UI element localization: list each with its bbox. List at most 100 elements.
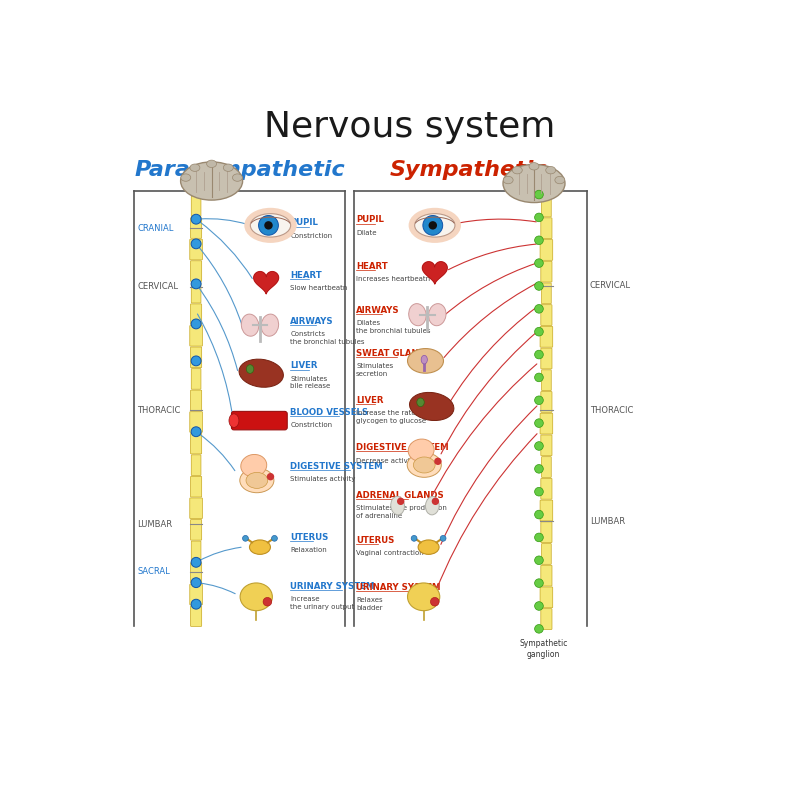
FancyBboxPatch shape	[190, 412, 202, 432]
FancyBboxPatch shape	[540, 326, 553, 347]
Ellipse shape	[417, 398, 424, 406]
FancyBboxPatch shape	[191, 369, 201, 390]
Text: Increase the rate of
glycogen to glucose: Increase the rate of glycogen to glucose	[356, 410, 426, 424]
Circle shape	[264, 221, 273, 230]
Circle shape	[534, 579, 543, 587]
FancyBboxPatch shape	[541, 348, 552, 369]
FancyBboxPatch shape	[190, 434, 202, 454]
FancyBboxPatch shape	[190, 326, 202, 346]
FancyBboxPatch shape	[190, 519, 202, 540]
Circle shape	[534, 213, 543, 222]
FancyBboxPatch shape	[541, 609, 552, 630]
Text: Sympathetic: Sympathetic	[390, 160, 548, 180]
Circle shape	[534, 442, 543, 450]
Circle shape	[534, 533, 543, 542]
Ellipse shape	[503, 164, 565, 202]
Text: THORACIC: THORACIC	[138, 406, 181, 414]
Text: UTERUS: UTERUS	[290, 533, 329, 542]
FancyBboxPatch shape	[541, 435, 552, 456]
FancyBboxPatch shape	[190, 498, 202, 518]
Text: Stimulates
bile release: Stimulates bile release	[290, 376, 330, 389]
Circle shape	[191, 578, 201, 587]
Circle shape	[242, 535, 248, 542]
Ellipse shape	[250, 540, 270, 554]
Circle shape	[534, 510, 543, 519]
Ellipse shape	[223, 164, 234, 171]
Text: DIGESTIVE SYSTEM: DIGESTIVE SYSTEM	[290, 462, 383, 470]
Text: PUPIL: PUPIL	[290, 218, 318, 227]
Ellipse shape	[429, 304, 446, 326]
Ellipse shape	[407, 349, 443, 373]
Text: Relaxes
bladder: Relaxes bladder	[356, 598, 382, 611]
FancyBboxPatch shape	[541, 262, 552, 282]
Circle shape	[434, 458, 442, 465]
Polygon shape	[254, 272, 278, 294]
FancyBboxPatch shape	[190, 261, 202, 282]
Text: Dilates
the bronchial tubules: Dilates the bronchial tubules	[356, 320, 430, 334]
Text: LUMBAR: LUMBAR	[590, 517, 625, 526]
Polygon shape	[422, 262, 447, 284]
Ellipse shape	[407, 583, 440, 610]
FancyBboxPatch shape	[541, 218, 552, 238]
Text: DIGESTIVE SYSTEM: DIGESTIVE SYSTEM	[356, 443, 449, 452]
Ellipse shape	[239, 359, 283, 387]
FancyBboxPatch shape	[191, 196, 201, 217]
Text: AIRWAYS: AIRWAYS	[290, 317, 334, 326]
Ellipse shape	[190, 164, 200, 171]
Ellipse shape	[414, 457, 435, 473]
Circle shape	[534, 282, 543, 290]
FancyBboxPatch shape	[541, 478, 552, 499]
Text: LUMBAR: LUMBAR	[138, 520, 172, 529]
Text: HEART: HEART	[290, 270, 322, 280]
Circle shape	[258, 215, 278, 235]
FancyBboxPatch shape	[190, 304, 202, 325]
Ellipse shape	[229, 414, 239, 427]
Text: UTERUS: UTERUS	[356, 536, 394, 545]
Circle shape	[534, 327, 543, 336]
FancyBboxPatch shape	[190, 476, 202, 497]
Ellipse shape	[240, 583, 272, 610]
FancyBboxPatch shape	[541, 391, 552, 412]
FancyBboxPatch shape	[541, 305, 552, 326]
Circle shape	[432, 498, 439, 505]
Ellipse shape	[181, 162, 242, 200]
Ellipse shape	[407, 453, 442, 478]
Ellipse shape	[408, 439, 434, 462]
FancyBboxPatch shape	[540, 239, 553, 260]
Ellipse shape	[246, 365, 254, 374]
Circle shape	[397, 498, 405, 505]
Ellipse shape	[244, 208, 297, 243]
Ellipse shape	[242, 314, 258, 336]
Text: LIVER: LIVER	[290, 362, 318, 370]
Circle shape	[534, 602, 543, 610]
Text: Increases heartbeatn: Increases heartbeatn	[356, 276, 430, 282]
Ellipse shape	[512, 166, 522, 174]
Circle shape	[534, 556, 543, 565]
FancyBboxPatch shape	[540, 500, 553, 521]
Text: ADRENAL GLANDS: ADRENAL GLANDS	[356, 490, 444, 500]
Circle shape	[191, 319, 201, 329]
Ellipse shape	[390, 497, 405, 515]
FancyBboxPatch shape	[542, 370, 551, 390]
FancyBboxPatch shape	[190, 390, 202, 410]
Circle shape	[191, 356, 201, 366]
FancyBboxPatch shape	[540, 587, 553, 608]
Text: THORACIC: THORACIC	[590, 406, 633, 414]
Text: CERVICAL: CERVICAL	[590, 282, 630, 290]
Circle shape	[271, 535, 278, 542]
FancyBboxPatch shape	[542, 196, 551, 217]
Circle shape	[191, 214, 201, 224]
Text: AIRWAYS: AIRWAYS	[356, 306, 400, 315]
Text: SWEAT GLAND: SWEAT GLAND	[356, 349, 426, 358]
Ellipse shape	[410, 392, 454, 421]
FancyBboxPatch shape	[542, 283, 551, 304]
FancyBboxPatch shape	[541, 522, 552, 542]
Ellipse shape	[409, 208, 461, 243]
FancyBboxPatch shape	[190, 562, 202, 583]
Circle shape	[411, 535, 417, 542]
Circle shape	[534, 419, 543, 427]
Text: PUPIL: PUPIL	[356, 215, 384, 224]
Text: Dilate: Dilate	[356, 230, 377, 236]
Circle shape	[534, 236, 543, 245]
Text: CERVICAL: CERVICAL	[138, 282, 178, 291]
